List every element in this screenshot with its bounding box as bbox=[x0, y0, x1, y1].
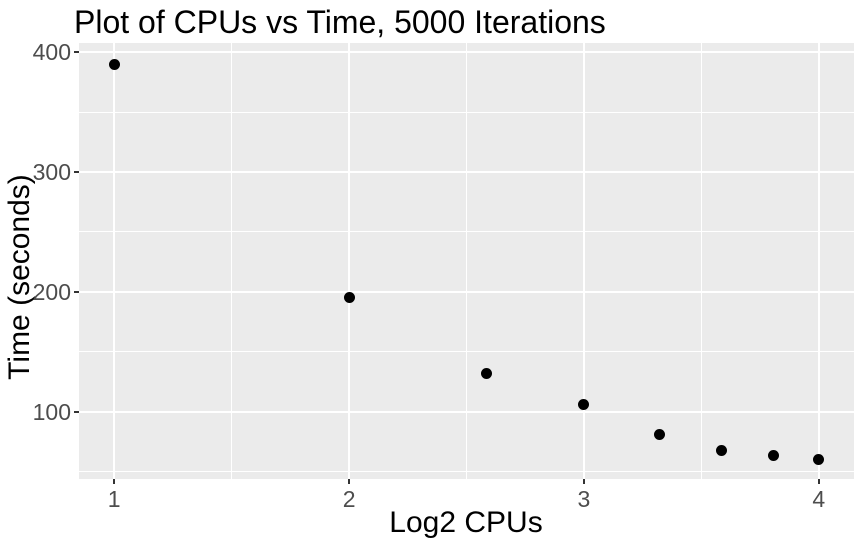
gridline-minor-vertical bbox=[231, 43, 233, 479]
y-tick-label: 400 bbox=[32, 39, 71, 65]
x-tick-label: 2 bbox=[342, 486, 356, 512]
data-point bbox=[481, 367, 492, 379]
y-tick-label: 300 bbox=[32, 158, 71, 185]
chart-title: Plot of CPUs vs Time, 5000 Iterations bbox=[74, 4, 606, 40]
data-point bbox=[767, 449, 779, 461]
gridline-minor-vertical bbox=[700, 43, 702, 479]
x-tick-label: 4 bbox=[812, 486, 826, 512]
plot-panel bbox=[79, 43, 854, 479]
data-point bbox=[813, 454, 825, 466]
gridline-major-horizontal bbox=[79, 290, 854, 293]
y-tick-mark bbox=[74, 51, 79, 53]
x-axis-label: Log2 CPUs bbox=[389, 506, 543, 539]
data-point bbox=[715, 444, 727, 456]
gridline-major-vertical bbox=[348, 43, 351, 479]
x-tick-mark bbox=[113, 479, 116, 484]
y-tick-label: 200 bbox=[32, 278, 71, 305]
gridline-minor-vertical bbox=[466, 43, 467, 479]
x-tick-label: 3 bbox=[577, 486, 591, 512]
gridline-minor-horizontal bbox=[79, 351, 854, 353]
gridline-major-horizontal bbox=[79, 170, 854, 173]
gridline-major-vertical bbox=[113, 43, 116, 479]
y-tick-mark bbox=[74, 290, 79, 293]
gridline-major-horizontal bbox=[79, 410, 854, 413]
data-point bbox=[654, 429, 665, 441]
gridline-minor-horizontal bbox=[79, 471, 854, 473]
x-tick-mark bbox=[348, 479, 351, 484]
data-point bbox=[108, 58, 120, 70]
x-tick-label: 1 bbox=[107, 486, 121, 512]
data-point bbox=[343, 292, 355, 304]
y-tick-mark bbox=[74, 410, 79, 413]
x-tick-mark bbox=[582, 479, 585, 484]
data-point bbox=[578, 399, 590, 411]
y-tick-label: 100 bbox=[32, 398, 71, 425]
gridline-minor-horizontal bbox=[79, 231, 854, 233]
gridline-major-horizontal bbox=[79, 51, 854, 53]
gridline-major-vertical bbox=[582, 43, 585, 479]
gridline-minor-horizontal bbox=[79, 111, 854, 113]
y-tick-mark bbox=[74, 170, 79, 173]
gridline-major-vertical bbox=[817, 43, 820, 479]
x-tick-mark bbox=[817, 479, 820, 484]
